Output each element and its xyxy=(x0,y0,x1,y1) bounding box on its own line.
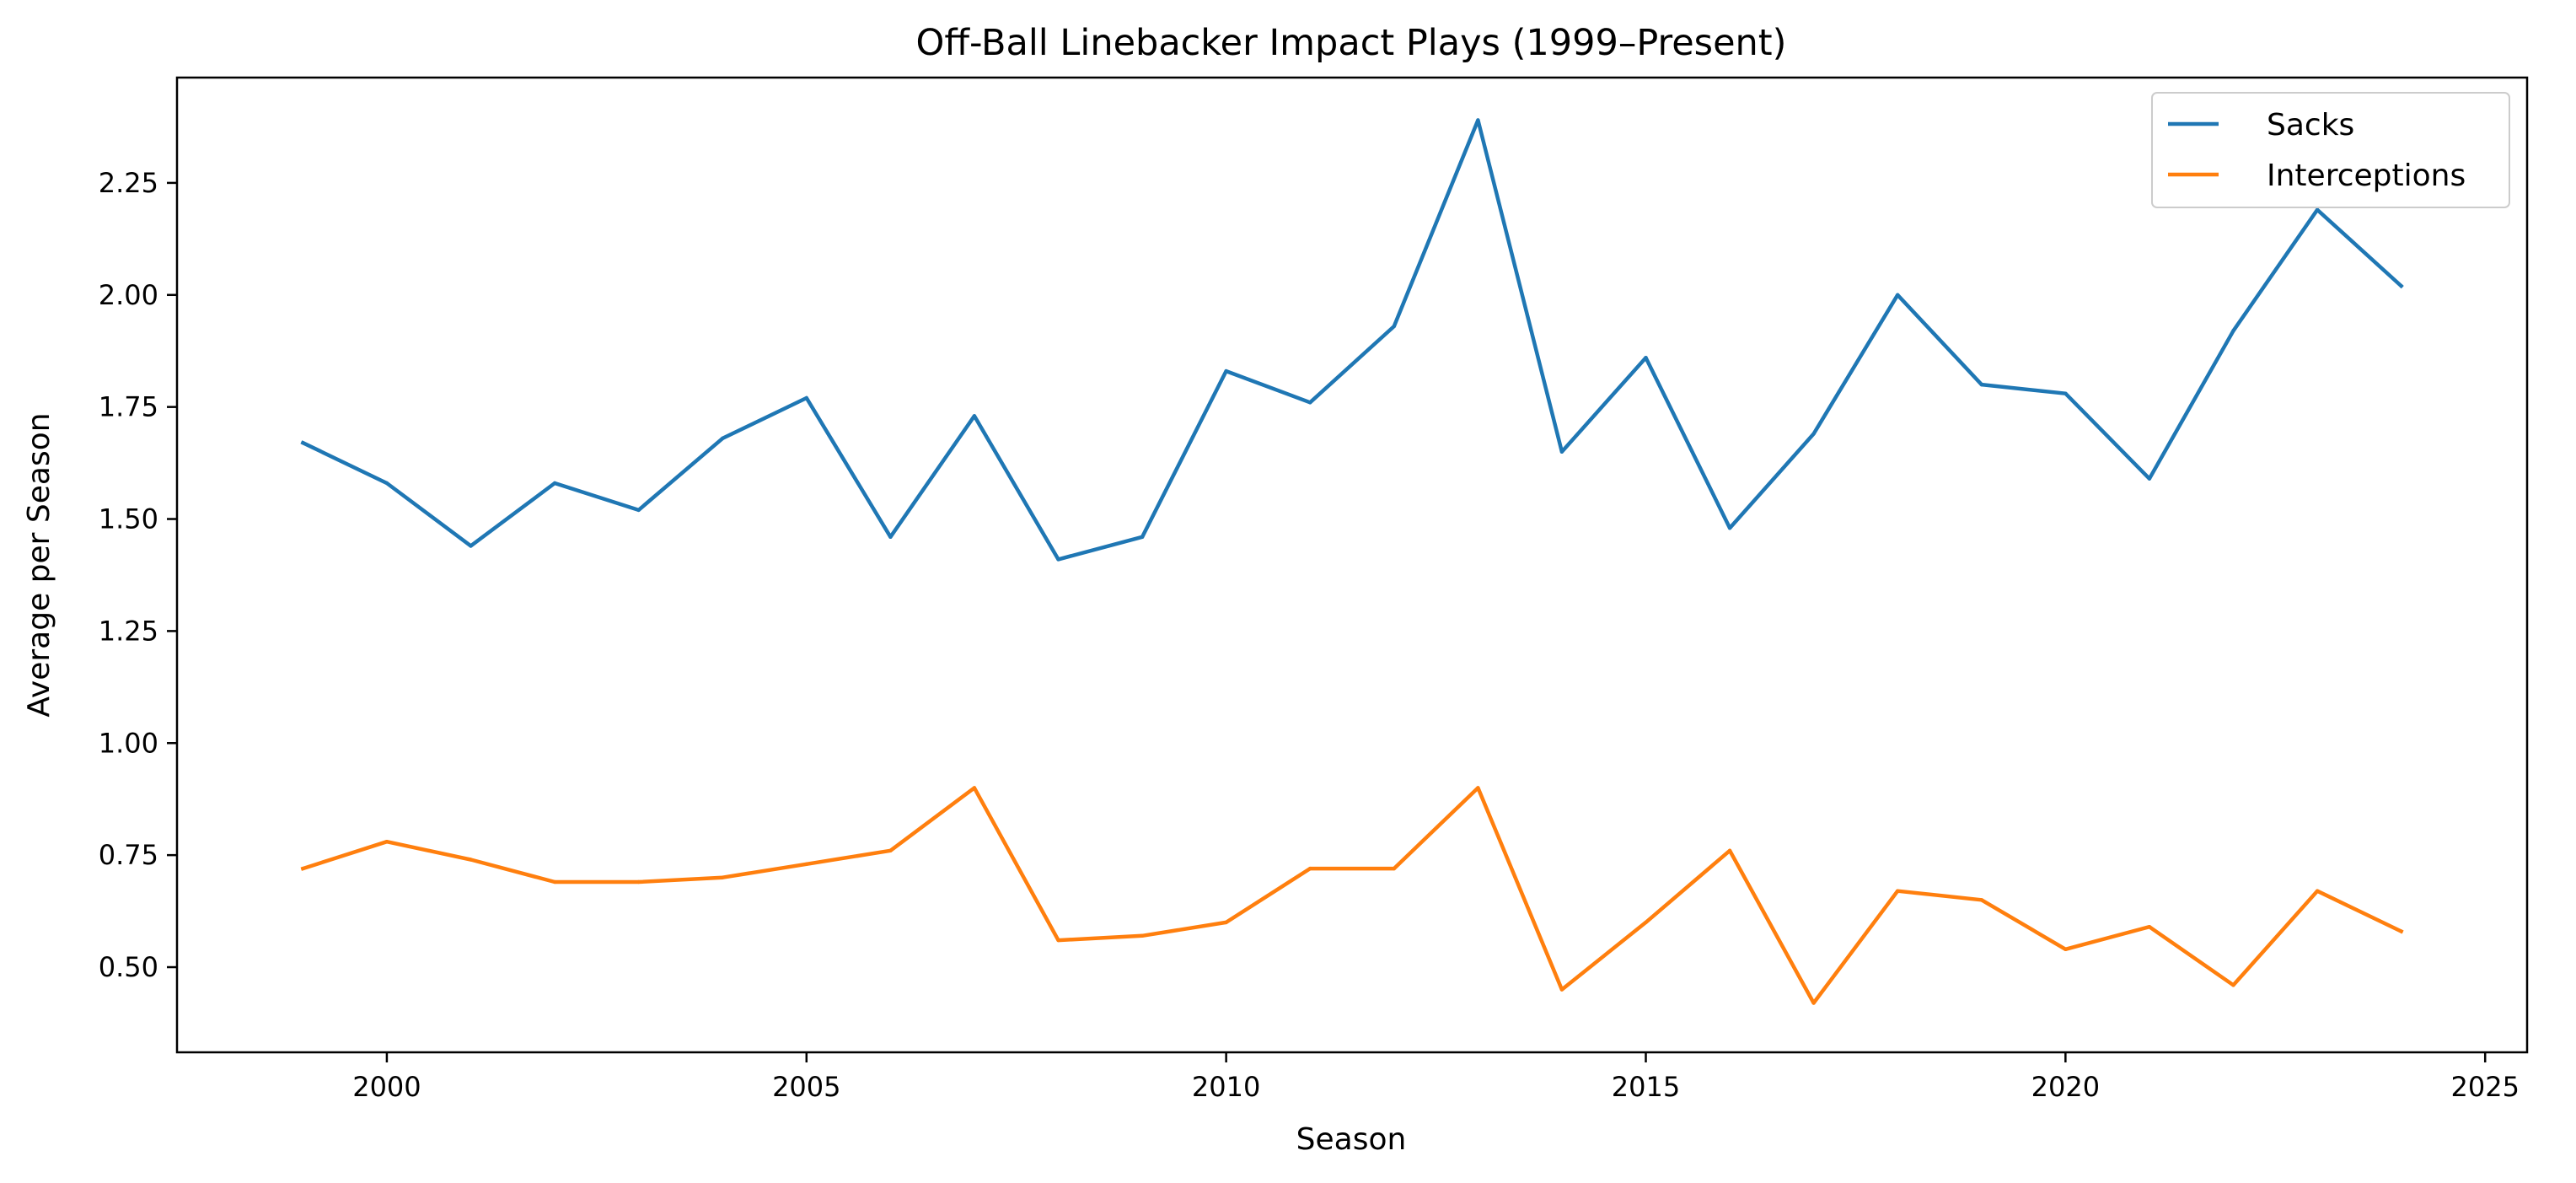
data-point-interceptions xyxy=(469,858,473,862)
data-point-sacks xyxy=(1476,118,1480,122)
y-tick-label: 0.75 xyxy=(99,839,158,871)
legend-box xyxy=(2151,92,2510,208)
data-point-sacks xyxy=(721,436,725,441)
x-tick-label: 2010 xyxy=(1192,1071,1260,1103)
data-point-interceptions xyxy=(1811,1001,1816,1005)
plot-frame xyxy=(175,76,2529,1054)
legend-label-sacks: Sacks xyxy=(2267,108,2354,142)
data-point-sacks xyxy=(636,508,641,513)
data-point-interceptions xyxy=(804,862,808,866)
x-tick-label: 2015 xyxy=(1612,1071,1680,1103)
x-axis: 2000 2005 2010 2015 2020 2025 xyxy=(352,1052,2520,1103)
data-point-sacks xyxy=(384,481,389,486)
data-point-interceptions xyxy=(972,786,977,790)
data-point-sacks xyxy=(552,481,557,486)
legend: Sacks Interceptions xyxy=(2151,92,2510,208)
x-tick-label: 2020 xyxy=(2031,1071,2100,1103)
data-point-interceptions xyxy=(1644,920,1648,925)
data-point-sacks xyxy=(1308,401,1312,405)
series-line-interceptions xyxy=(300,786,2404,1005)
legend-label-interceptions: Interceptions xyxy=(2267,159,2466,193)
data-point-sacks xyxy=(301,441,305,445)
y-tick-label: 0.50 xyxy=(99,951,158,983)
data-point-sacks xyxy=(804,395,808,401)
chart-title: Off-Ball Linebacker Impact Plays (1999–P… xyxy=(916,22,1787,64)
data-point-interceptions xyxy=(1979,898,1983,902)
data-point-interceptions xyxy=(1224,920,1228,925)
y-axis: 0.50 0.75 1.00 1.25 1.50 1.75 2.00 2.25 xyxy=(99,167,177,983)
data-point-sacks xyxy=(2147,476,2152,481)
data-point-interceptions xyxy=(1140,933,1145,938)
data-point-interceptions xyxy=(2147,925,2152,929)
data-point-interceptions xyxy=(888,848,893,852)
data-point-interceptions xyxy=(1727,848,1732,852)
data-point-sacks xyxy=(972,414,977,418)
series-line-sacks xyxy=(300,118,2404,562)
data-point-interceptions xyxy=(552,879,557,885)
data-point-sacks xyxy=(1811,432,1816,436)
data-point-sacks xyxy=(469,544,473,548)
x-tick-label: 2000 xyxy=(352,1071,421,1103)
data-point-sacks xyxy=(2063,391,2068,395)
data-point-interceptions xyxy=(1896,889,1900,893)
data-point-interceptions xyxy=(1559,987,1564,992)
data-point-interceptions xyxy=(2231,983,2235,987)
y-tick-label: 1.25 xyxy=(99,615,158,647)
data-point-sacks xyxy=(888,535,893,539)
data-point-sacks xyxy=(1140,535,1145,539)
data-point-interceptions xyxy=(1476,786,1480,790)
data-point-sacks xyxy=(2399,283,2403,288)
data-point-interceptions xyxy=(636,879,641,885)
y-tick-label: 1.50 xyxy=(99,503,158,535)
data-point-sacks xyxy=(1644,356,1648,360)
x-tick-label: 2025 xyxy=(2450,1071,2519,1103)
data-point-interceptions xyxy=(1056,938,1060,943)
data-point-interceptions xyxy=(2399,929,2403,933)
data-point-interceptions xyxy=(2315,889,2320,893)
data-point-sacks xyxy=(1559,449,1564,454)
data-point-interceptions xyxy=(721,875,725,879)
y-axis-label: Average per Season xyxy=(22,412,56,717)
y-tick-label: 2.25 xyxy=(99,167,158,199)
data-point-sacks xyxy=(1896,293,1900,297)
data-point-sacks xyxy=(1727,526,1732,530)
data-point-interceptions xyxy=(2063,947,2068,952)
data-point-interceptions xyxy=(1392,866,1397,871)
data-point-sacks xyxy=(2231,329,2235,333)
x-axis-label: Season xyxy=(1296,1122,1407,1157)
data-point-interceptions xyxy=(1308,866,1312,871)
data-point-sacks xyxy=(1224,368,1228,374)
data-point-sacks xyxy=(2315,207,2320,212)
data-point-interceptions xyxy=(301,866,305,871)
x-tick-label: 2005 xyxy=(772,1071,840,1103)
y-tick-label: 1.00 xyxy=(99,727,158,759)
y-tick-label: 2.00 xyxy=(99,279,158,311)
data-point-interceptions xyxy=(384,840,389,844)
data-point-sacks xyxy=(1979,382,1983,387)
y-tick-label: 1.75 xyxy=(99,391,158,423)
plot-area xyxy=(300,118,2404,1005)
data-point-sacks xyxy=(1392,324,1397,329)
data-point-sacks xyxy=(1056,557,1060,562)
